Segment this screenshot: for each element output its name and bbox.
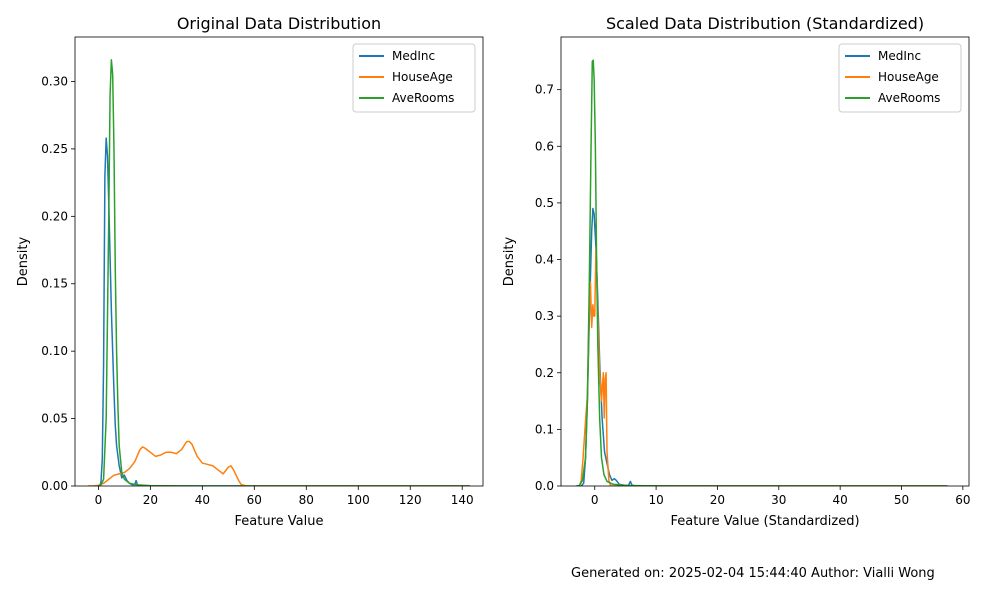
x-tick-label: 100 [347,493,370,507]
y-tick-label: 0.0 [535,479,554,493]
y-tick-label: 0.2 [535,366,554,380]
x-tick-label: 20 [143,493,158,507]
x-tick-label: 60 [955,493,970,507]
x-tick-label: 60 [247,493,262,507]
footer-author-label: Author: [811,566,859,581]
legend-box [352,43,476,113]
y-tick-label: 0.10 [41,344,68,358]
x-tick-label: 80 [299,493,314,507]
series-line-medinc [98,137,471,486]
chart-title: Scaled Data Distribution (Standardized) [606,14,924,33]
footer-timestamp: 2025-02-04 15:44:40 [668,566,807,581]
x-tick-label: 10 [648,493,663,507]
y-tick-label: 0.15 [41,277,68,291]
y-tick-label: 0.7 [535,83,554,97]
y-tick-label: 0.6 [535,139,554,153]
x-tick-label: 140 [451,493,474,507]
series-line-averooms [576,59,948,486]
legend-label-houseage: HouseAge [392,70,453,84]
series-line-houseage [578,247,948,486]
y-tick-label: 0.3 [535,309,554,323]
y-tick-label: 0.00 [41,479,68,493]
series-lines [576,59,948,486]
y-tick-label: 0.05 [41,412,68,426]
x-tick-label: 40 [833,493,848,507]
footer-author: Vialli Wong [863,566,935,581]
x-axis-label: Feature Value [235,514,324,529]
chart-panel-1: Original Data Distribution 0 20 40 60 80 100 12… [16,14,484,529]
x-tick-label: 120 [399,493,422,507]
series-line-averooms [98,59,471,486]
x-tick-label: 30 [771,493,786,507]
y-tick-label: 0.25 [41,142,68,156]
y-tick-label: 0.4 [535,253,554,267]
series-line-medinc [580,207,948,486]
y-tick-label: 0.5 [535,196,554,210]
y-tick-label: 0.30 [41,74,68,88]
legend-label-medinc: MedInc [392,49,435,63]
x-tick-label: 0 [95,493,103,507]
series-line-houseage [87,440,471,486]
legend: MedInc HouseAge AveRooms [838,43,962,113]
x-axis-label: Feature Value (Standardized) [670,514,859,529]
plot-frame [560,36,970,487]
footer-generated-label: Generated on: [571,566,665,581]
y-tick-label: 0.1 [535,422,554,436]
series-lines [87,59,471,486]
legend-label-houseage: HouseAge [878,70,939,84]
chart-panel-2: Scaled Data Distribution (Standardized) 0… [502,14,971,529]
chart-title: Original Data Distribution [177,14,381,33]
plot-frame [74,36,484,487]
y-axis-label: Density [16,236,31,286]
legend-label-medinc: MedInc [878,49,921,63]
footer-caption: Generated on: 2025-02-04 15:44:40 Author… [571,566,935,581]
x-tick-label: 20 [710,493,725,507]
y-tick-label: 0.20 [41,209,68,223]
x-tick-label: 50 [894,493,909,507]
legend-label-averooms: AveRooms [878,91,940,105]
legend: MedInc HouseAge AveRooms [352,43,476,113]
x-tick-label: 40 [195,493,210,507]
y-axis-label: Density [502,236,517,286]
legend-box [838,43,962,113]
x-tick-label: 0 [591,493,599,507]
legend-label-averooms: AveRooms [392,91,454,105]
